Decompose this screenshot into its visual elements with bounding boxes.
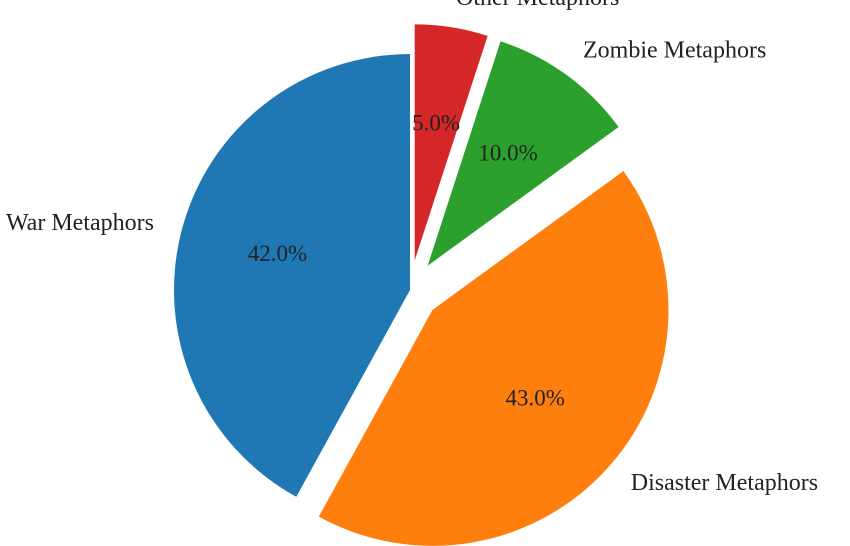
pct-other-metaphors: 5.0% [412,110,460,135]
pie-labels: Other Metaphors 5.0% Zombie Metaphors 10.0%… [6,0,818,496]
slice-disaster-metaphors [318,171,669,546]
slice-zombie-metaphors [427,41,619,266]
label-disaster-metaphors: Disaster Metaphors [631,470,818,496]
label-zombie-metaphors: Zombie Metaphors [583,37,766,63]
label-other-metaphors: Other Metaphors [456,0,619,11]
pie-slices [174,24,669,546]
slice-war-metaphors [174,54,410,497]
slice-other-metaphors [414,24,488,261]
label-war-metaphors: War Metaphors [6,210,154,236]
pct-zombie-metaphors: 10.0% [478,140,537,165]
pct-war-metaphors: 42.0% [248,241,307,266]
pct-disaster-metaphors: 43.0% [505,386,564,411]
